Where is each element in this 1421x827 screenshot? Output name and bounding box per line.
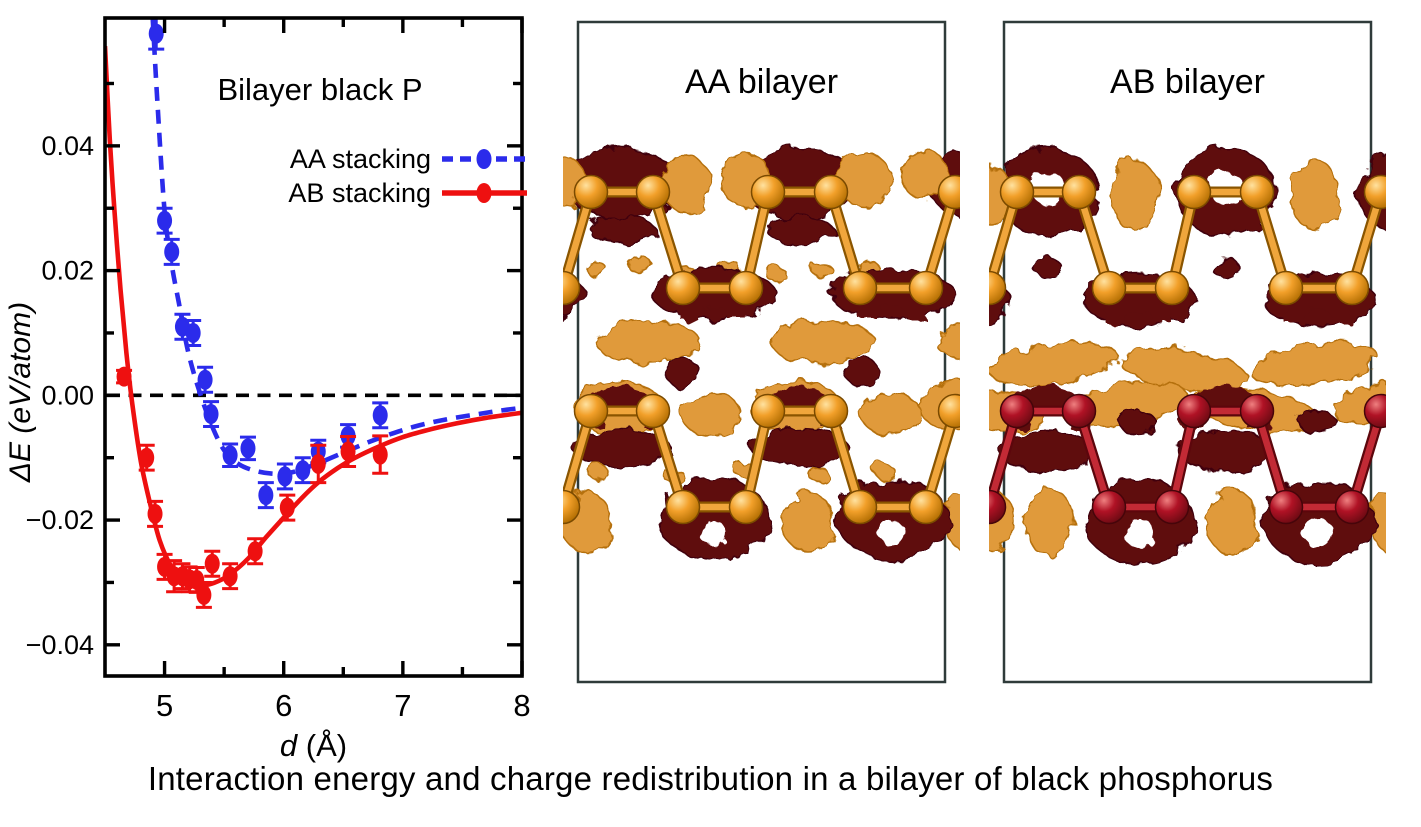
phosphorus-atom	[1239, 174, 1275, 210]
y-tick-label: 0.02	[41, 256, 94, 286]
phosphorus-atom	[665, 489, 701, 525]
data-point	[279, 497, 295, 518]
phosphorus-atom	[665, 270, 701, 306]
x-tick-label: 6	[275, 688, 292, 723]
legend: AA stacking AB stacking	[288, 144, 527, 208]
data-point	[340, 441, 356, 462]
phosphorus-atom	[750, 393, 786, 429]
phosphorus-atom	[1091, 270, 1127, 306]
phosphorus-atom	[1176, 393, 1212, 429]
phosphorus-atom	[937, 393, 960, 429]
phosphorus-atom	[635, 174, 671, 210]
phosphorus-atom	[1334, 270, 1370, 306]
data-point	[203, 404, 219, 425]
phosphorus-atom	[1268, 489, 1304, 525]
aa-panel-title: AA bilayer	[684, 63, 839, 101]
y-tick-label: 0.04	[41, 131, 94, 161]
data-point	[247, 541, 263, 562]
lower-phosphorene-layer	[563, 393, 960, 525]
upper-phosphorene-layer	[989, 174, 1386, 306]
x-axis-label: d (Å)	[280, 728, 347, 763]
data-point	[372, 444, 388, 465]
y-tick-label: −0.02	[26, 505, 94, 535]
energy-chart: 5 6 7 8 0.04 0.02 0.00 −0.02 −0.04 d (Å) ΔE (eV/at…	[4, 16, 531, 763]
data-point	[164, 241, 180, 262]
phosphorus-atom	[999, 174, 1035, 210]
data-point	[222, 566, 238, 587]
figure-caption: Interaction energy and charge redistribu…	[147, 760, 1274, 797]
data-point	[185, 322, 201, 343]
y-axis-label: ΔE (eV/atom)	[4, 302, 37, 483]
phosphorus-atom	[908, 489, 944, 525]
phosphorus-atom	[573, 174, 609, 210]
data-point	[204, 553, 220, 574]
phosphorus-atom	[1334, 489, 1370, 525]
phosphorus-atom	[813, 174, 849, 210]
data-point	[277, 466, 293, 487]
data-point	[157, 210, 173, 231]
x-tick-label: 8	[513, 688, 530, 723]
phosphorus-atom	[1363, 174, 1386, 210]
phosphorus-atom	[1061, 393, 1097, 429]
lower-phosphorene-layer	[989, 393, 1386, 525]
ab-panel-title: AB bilayer	[1110, 63, 1265, 101]
phosphorus-atom	[999, 393, 1035, 429]
phosphorus-atom	[1176, 174, 1212, 210]
phosphorus-atom	[1239, 393, 1275, 429]
ab-bilayer-panel: AB bilayer	[989, 7, 1386, 713]
phosphorus-atom	[1154, 489, 1190, 525]
ab-fit-curve	[106, 45, 521, 588]
chart-title: Bilayer black P	[217, 72, 422, 107]
data-point	[240, 438, 256, 459]
phosphorus-atom	[1091, 489, 1127, 525]
data-point	[372, 405, 388, 426]
phosphorus-atom	[728, 489, 764, 525]
ab-series	[106, 45, 521, 609]
phosphorus-atom	[1154, 270, 1190, 306]
plot-frame	[103, 16, 524, 678]
phosphorus-atom	[750, 174, 786, 210]
y-tick-label: −0.04	[26, 630, 94, 660]
data-point	[148, 23, 164, 44]
data-point	[197, 369, 213, 390]
tick-labels: 5 6 7 8 0.04 0.02 0.00 −0.02 −0.04	[26, 131, 531, 723]
aa-bilayer-panel: AA bilayer	[563, 7, 960, 713]
phosphorus-atom	[1268, 270, 1304, 306]
aa-structure-svg	[563, 20, 960, 684]
legend-marker	[476, 183, 492, 203]
energy-chart-svg: 5 6 7 8 0.04 0.02 0.00 −0.02 −0.04 d (Å) ΔE (eV/at…	[4, 16, 531, 763]
phosphorus-atom	[1061, 174, 1097, 210]
phosphorus-atom	[842, 270, 878, 306]
phosphorus-atom	[563, 270, 581, 306]
data-point	[116, 366, 132, 387]
data-point	[147, 503, 163, 524]
x-tick-label: 7	[394, 688, 411, 723]
phosphorus-atom	[573, 393, 609, 429]
phosphorus-atom	[908, 270, 944, 306]
phosphorus-atom	[1363, 393, 1386, 429]
legend-label: AA stacking	[290, 144, 431, 174]
phosphorus-atom	[635, 393, 671, 429]
data-point	[189, 569, 205, 590]
phosphorus-atom	[563, 489, 581, 525]
phosphorus-atom	[842, 489, 878, 525]
data-point	[222, 445, 238, 466]
phosphorus-atom	[813, 393, 849, 429]
data-point	[139, 447, 155, 468]
phosphorus-atom	[728, 270, 764, 306]
y-tick-label: 0.00	[41, 380, 94, 410]
ab-structure-svg	[989, 20, 1386, 684]
data-point	[295, 460, 311, 481]
phosphorus-atom	[989, 270, 1007, 306]
x-tick-label: 5	[156, 688, 173, 723]
legend-label: AB stacking	[288, 178, 431, 208]
phosphorus-atom	[937, 174, 960, 210]
legend-marker	[476, 149, 492, 169]
data-point	[310, 453, 326, 474]
upper-phosphorene-layer	[563, 174, 960, 306]
data-point	[196, 584, 212, 605]
phosphorus-atom	[989, 489, 1007, 525]
aa-fit-curve	[150, 19, 521, 477]
data-point	[258, 485, 274, 506]
